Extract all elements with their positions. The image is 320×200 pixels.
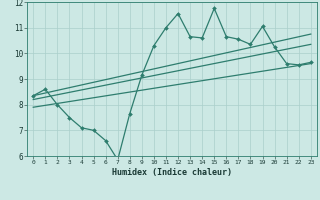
X-axis label: Humidex (Indice chaleur): Humidex (Indice chaleur) <box>112 168 232 177</box>
